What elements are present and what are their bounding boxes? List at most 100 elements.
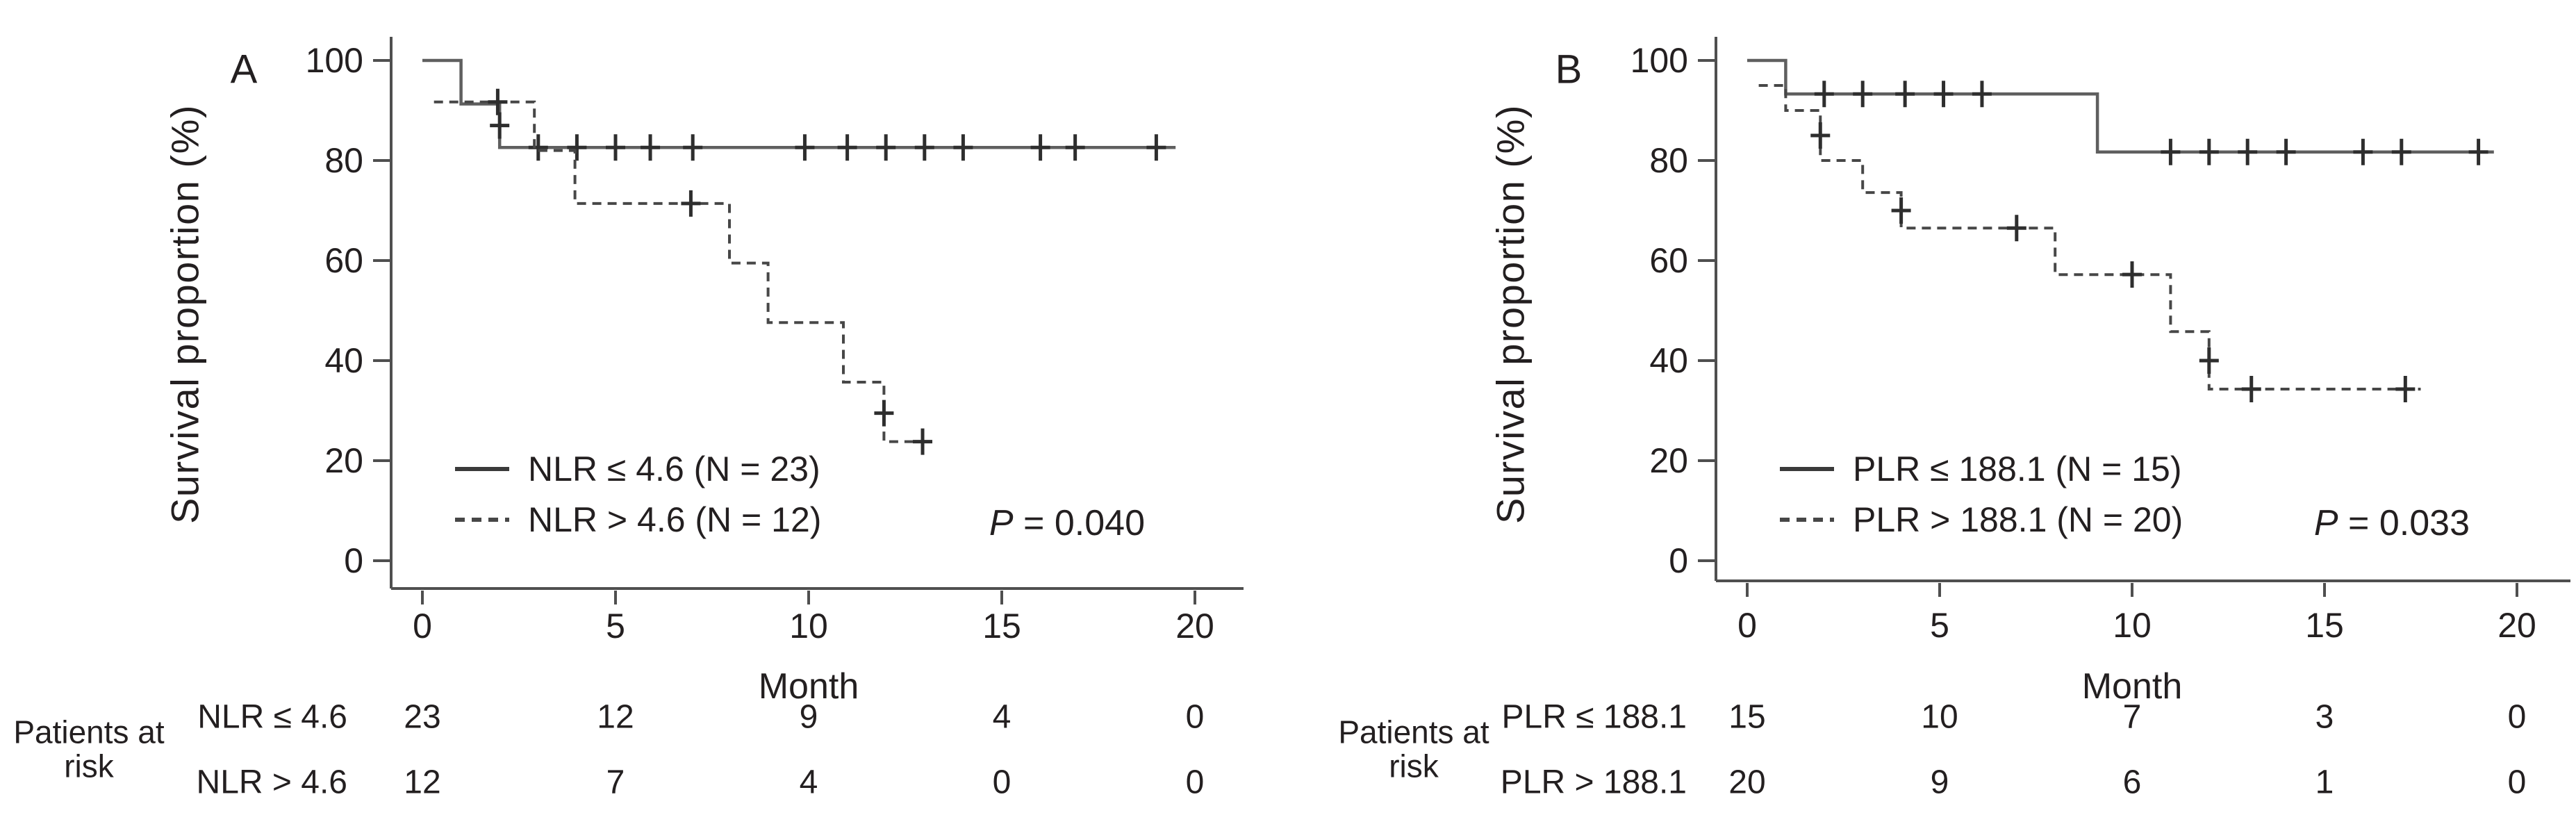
y-tick-label: 100 [305,41,363,80]
panel-a-censor-mark-solid [1030,134,1050,161]
panel-b-censor-mark-solid [2238,138,2258,165]
x-tick-label: 5 [606,607,625,645]
risk-count: 3 [2315,698,2334,736]
legend-label: PLR > 188.1 (N = 20) [1853,500,2183,539]
x-axis-title: Month [758,666,859,707]
p-value: P = 0.033 [2313,503,2470,543]
risk-count: 0 [992,764,1012,801]
panel-b-censor-mark-dashed [1810,122,1831,149]
risk-count: 0 [1185,698,1205,736]
panel-b-censor-mark-solid [1972,81,1992,108]
y-tick-label: 40 [324,341,363,380]
panel-b-axes [1715,37,2570,582]
y-tick-label: 20 [1649,441,1688,480]
risk-count: 7 [2122,698,2142,736]
risk-count: 4 [799,764,818,801]
panel-a-censor-mark-solid [567,134,587,161]
panel-b-censor-mark-solid [2468,138,2488,165]
y-tick-label: 20 [324,441,363,480]
panel-a-censor-mark-solid [641,134,661,161]
panel-b-censor-mark-solid [2353,138,2373,165]
x-tick-label: 0 [413,607,432,645]
panel-b-censor-mark-dashed [2241,376,2261,403]
legend-label: NLR ≤ 4.6 (N = 23) [528,450,820,488]
panel-a-censor-mark-solid [490,112,510,139]
y-tick-label: 80 [324,141,363,180]
panel-a-censor-mark-solid [1146,134,1166,161]
x-tick-label: 0 [1737,606,1757,645]
panel-label: B [1555,47,1583,92]
risk-count: 7 [606,764,625,801]
panel-b-censor-mark-solid [1853,81,1873,108]
x-tick-label: 20 [1175,607,1214,645]
panel-b-censor-mark-solid [2161,138,2181,165]
y-tick-label: 80 [1649,141,1688,180]
y-axis-title: Survival proportion (%) [1488,104,1533,525]
risk-count: 23 [404,698,441,736]
y-tick-label: 100 [1630,41,1688,80]
panel-a-censor-mark-dashed [874,400,894,427]
y-tick-label: 60 [1649,241,1688,280]
legend-label: NLR > 4.6 (N = 12) [528,500,822,539]
panel-b-censor-mark-solid [2199,138,2219,165]
x-tick-label: 10 [789,607,828,645]
x-tick-label: 15 [2305,606,2344,645]
risk-count: 0 [2507,764,2527,801]
panel-b-censor-mark-solid [2276,138,2296,165]
panel-a-censor-mark-solid [528,134,548,161]
panel-b-censor-mark-dashed [2006,215,2026,242]
risk-count: 1 [2315,764,2334,801]
p-value: P = 0.040 [989,503,1145,543]
x-axis-title: Month [2081,666,2183,707]
risk-count: 15 [1728,698,1766,736]
panel-b-censor-mark-solid [2391,138,2411,165]
risk-row-label: PLR > 188.1 [1500,764,1687,801]
legend-label: PLR ≤ 188.1 (N = 15) [1853,450,2182,488]
panel-a-censor-mark-solid [837,134,857,161]
panel-b-censor-mark-solid [1895,81,1915,108]
risk-table-header: Patients at risk [13,714,165,784]
panel-b-censor-mark-dashed [1891,197,1911,224]
panel-a-censor-mark-solid [606,134,625,161]
panel-a-censor-mark-dashed [913,428,933,455]
panel-a-censor-mark-dashed [681,190,701,217]
panel-b-dashed-curve [1758,84,2421,390]
panel-a-dashed-curve [434,100,929,443]
panel-b-solid-curve [1747,58,2494,154]
panel-a-censor-mark-solid [914,134,934,161]
risk-row-label: PLR ≤ 188.1 [1501,698,1687,736]
panel-a-censor-mark-solid [876,134,896,161]
risk-count: 10 [1921,698,1958,736]
panel-a-censor-mark-dashed [488,88,508,115]
y-tick-label: 0 [344,541,363,580]
x-tick-label: 10 [2113,606,2152,645]
y-tick-label: 60 [324,241,363,280]
risk-count: 9 [1930,764,1949,801]
panel-b-censor-mark-dashed [2199,347,2219,374]
y-tick-label: 0 [1669,541,1688,580]
risk-count: 0 [1185,764,1205,801]
risk-count: 4 [992,698,1012,736]
x-tick-label: 20 [2497,606,2536,645]
y-tick-label: 40 [1649,341,1688,380]
risk-count: 9 [799,698,818,736]
panel-a-axes [390,37,1244,590]
panel-b-censor-mark-dashed [2395,376,2416,403]
panel-a-censor-mark-solid [683,134,703,161]
risk-count: 12 [597,698,634,736]
x-tick-label: 15 [982,607,1021,645]
risk-count: 20 [1728,764,1766,801]
panel-b-censor-mark-solid [1814,81,1834,108]
panel-a-solid-curve [422,58,1176,149]
panel-a-censor-mark-solid [953,134,973,161]
risk-count: 0 [2507,698,2527,736]
y-axis-title: Survival proportion (%) [163,104,207,525]
risk-row-label: NLR ≤ 4.6 [197,698,347,736]
panel-a-censor-mark-solid [795,134,815,161]
panel-b-censor-mark-solid [1933,81,1954,108]
risk-count: 12 [404,764,441,801]
x-tick-label: 5 [1930,606,1949,645]
risk-count: 6 [2122,764,2142,801]
